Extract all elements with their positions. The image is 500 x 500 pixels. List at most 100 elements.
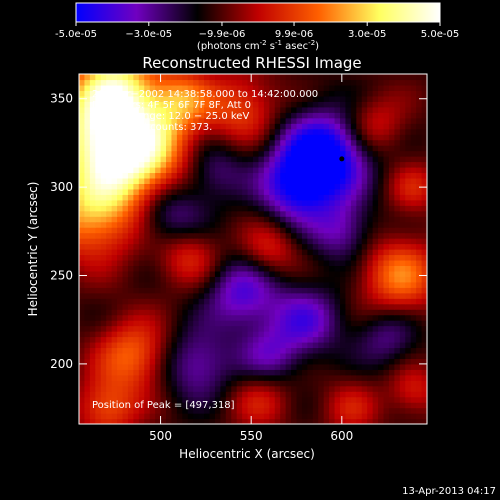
heatmap-cell	[291, 331, 298, 338]
heatmap-cell	[285, 90, 292, 97]
heatmap-cell	[378, 363, 385, 370]
heatmap-cell	[149, 341, 156, 349]
heatmap-cell	[79, 407, 86, 414]
heatmap-cell	[312, 352, 319, 359]
heatmap-cell	[361, 407, 368, 414]
heatmap-cell	[198, 84, 205, 92]
heatmap-cell	[242, 369, 249, 376]
heatmap-cell	[106, 413, 113, 420]
heatmap-cell	[307, 336, 314, 343]
heatmap-cell	[155, 134, 162, 141]
heatmap-cell	[204, 374, 211, 381]
heatmap-cell	[307, 139, 314, 146]
heatmap-cell	[253, 314, 260, 321]
heatmap-cell	[171, 418, 178, 424]
heatmap-cell	[144, 134, 151, 141]
heatmap-cell	[318, 259, 325, 267]
heatmap-cell	[329, 74, 336, 81]
heatmap-cell	[138, 216, 145, 223]
heatmap-cell	[204, 205, 211, 212]
heatmap-cell	[166, 402, 173, 409]
heatmap-cell	[111, 402, 118, 409]
heatmap-cell	[334, 347, 341, 354]
heatmap-cell	[345, 254, 352, 261]
heatmap-cell	[372, 238, 379, 245]
heatmap-cell	[399, 188, 406, 195]
heatmap-cell	[269, 166, 276, 174]
heatmap-cell	[421, 281, 427, 288]
heatmap-cell	[274, 276, 281, 283]
heatmap-cell	[122, 325, 129, 332]
heatmap-cell	[361, 320, 368, 327]
heatmap-cell	[410, 270, 417, 277]
heatmap-cell	[383, 243, 390, 250]
heatmap-cell	[133, 320, 140, 327]
heatmap-cell	[160, 238, 167, 245]
heatmap-cell	[95, 391, 102, 398]
heatmap-cell	[127, 84, 134, 92]
heatmap-cell	[361, 90, 368, 97]
heatmap-cell	[111, 243, 118, 250]
heatmap-cell	[356, 117, 363, 124]
heatmap-cell	[166, 227, 173, 234]
heatmap-cell	[410, 139, 417, 146]
heatmap-cell	[291, 380, 298, 387]
heatmap-cell	[242, 227, 249, 234]
heatmap-cell	[269, 270, 276, 277]
heatmap-cell	[367, 188, 374, 195]
heatmap-cell	[79, 309, 86, 316]
heatmap-cell	[323, 243, 330, 250]
heatmap-cell	[176, 238, 183, 245]
heatmap-cell	[301, 199, 308, 206]
heatmap-cell	[378, 292, 385, 299]
heatmap-cell	[182, 287, 189, 294]
heatmap-cell	[367, 216, 374, 223]
heatmap-cell	[106, 172, 113, 179]
heatmap-cell	[193, 183, 200, 190]
heatmap-cell	[274, 243, 281, 250]
heatmap-cell	[318, 249, 325, 256]
heatmap-cell	[198, 281, 205, 288]
heatmap-cell	[350, 363, 357, 370]
heatmap-cell	[79, 281, 86, 288]
heatmap-cell	[138, 95, 145, 102]
heatmap-cell	[356, 259, 363, 267]
heatmap-cell	[312, 347, 319, 354]
heatmap-cell	[378, 380, 385, 387]
heatmap-cell	[149, 177, 156, 184]
heatmap-cell	[117, 325, 124, 332]
heatmap-cell	[231, 341, 238, 349]
heatmap-cell	[171, 216, 178, 223]
heatmap-cell	[258, 292, 265, 299]
heatmap-cell	[410, 249, 417, 256]
heatmap-cell	[122, 156, 129, 163]
heatmap-cell	[280, 418, 287, 424]
heatmap-cell	[274, 106, 281, 113]
heatmap-cell	[345, 199, 352, 206]
heatmap-cell	[372, 281, 379, 288]
heatmap-cell	[247, 287, 254, 294]
heatmap-cell	[361, 79, 368, 86]
heatmap-cell	[117, 402, 124, 409]
heatmap-cell	[388, 199, 395, 206]
heatmap-cell	[79, 363, 86, 370]
heatmap-cell	[350, 145, 357, 152]
heatmap-cell	[144, 331, 151, 338]
heatmap-cell	[416, 205, 423, 212]
heatmap-cell	[220, 298, 227, 305]
heatmap-cell	[193, 172, 200, 179]
heatmap-cell	[280, 309, 287, 316]
heatmap-cell	[111, 309, 118, 316]
heatmap-cell	[280, 112, 287, 119]
heatmap-cell	[307, 369, 314, 376]
heatmap-cell	[410, 79, 417, 86]
heatmap-cell	[367, 238, 374, 245]
heatmap-cell	[166, 156, 173, 163]
heatmap-cell	[182, 358, 189, 365]
heatmap-cell	[329, 177, 336, 184]
heatmap-cell	[106, 199, 113, 206]
heatmap-cell	[166, 205, 173, 212]
heatmap-cell	[263, 352, 270, 359]
heatmap-cell	[394, 385, 401, 392]
